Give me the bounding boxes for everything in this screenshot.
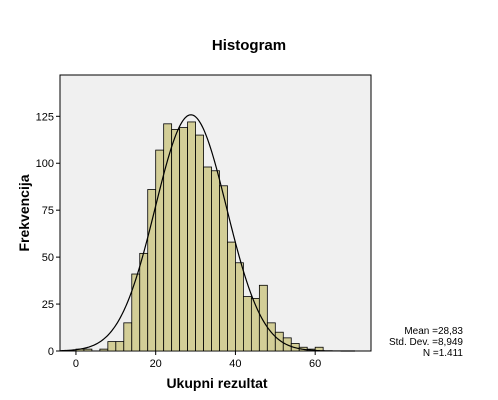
histogram-bar: [83, 348, 93, 352]
histogram-bar: [99, 348, 109, 352]
y-axis-ticks: 0 25 50 75 100 125: [36, 111, 60, 358]
y-axis-label: Frekvencija: [16, 174, 32, 251]
histogram-bar: [203, 166, 212, 352]
histogram-bar: [115, 341, 125, 352]
histogram-bar: [266, 322, 276, 352]
histogram-bar: [227, 241, 236, 352]
histogram-bar: [147, 189, 157, 352]
x-axis-label: Ukupni rezultat: [166, 375, 267, 391]
histogram-bar: [219, 185, 228, 352]
histogram-bar: [179, 127, 188, 352]
histogram-bar: [187, 121, 196, 352]
histogram-bar: [211, 170, 220, 352]
x-axis-ticks: 0 20 40 60: [73, 351, 321, 370]
y-tick-label: 75: [42, 205, 54, 217]
normal-curve: [59, 114, 356, 352]
stat-n: N =1.411: [423, 348, 464, 359]
y-tick-label: 50: [42, 252, 54, 264]
x-tick-label: 60: [309, 358, 321, 370]
x-tick-label: 40: [229, 358, 241, 370]
histogram-bar: [243, 296, 252, 352]
histogram-bar: [235, 262, 244, 352]
y-tick-label: 0: [48, 346, 54, 358]
histogram-bars: [75, 121, 324, 352]
y-tick-label: 125: [36, 111, 54, 123]
chart-title: Histogram: [212, 37, 286, 54]
y-tick-label: 25: [42, 299, 54, 311]
stat-mean: Mean =28,83: [404, 326, 463, 337]
x-tick-label: 20: [150, 358, 162, 370]
histogram-bar: [195, 134, 204, 352]
normal-curve-group: [59, 114, 356, 352]
histogram-bar: [107, 341, 117, 352]
histogram-bar: [258, 284, 268, 352]
histogram-bar: [131, 273, 141, 352]
y-tick-label: 100: [36, 158, 54, 170]
histogram-bar: [123, 322, 133, 352]
statistics-box: Mean =28,83 Std. Dev. =8,949 N =1.411: [389, 326, 463, 359]
histogram-bar: [171, 129, 181, 352]
x-tick-label: 0: [73, 358, 79, 370]
stat-std-dev: Std. Dev. =8,949: [389, 337, 463, 348]
histogram-bar: [139, 252, 149, 352]
